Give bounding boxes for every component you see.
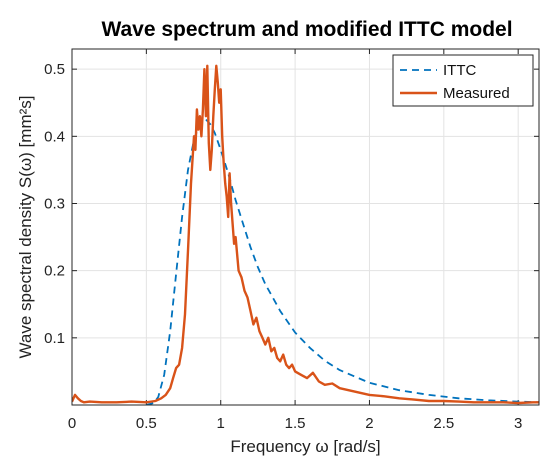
y-tick-label: 0.3 <box>44 195 65 212</box>
series-line-measured <box>72 64 539 405</box>
chart-title: Wave spectrum and modified ITTC model <box>101 18 512 41</box>
x-tick-label: 0.5 <box>136 415 157 432</box>
x-axis-label: Frequency ω [rad/s] <box>230 437 380 456</box>
x-tick-label: 1 <box>217 415 225 432</box>
plot-frame <box>71 48 540 406</box>
series-group <box>72 64 539 405</box>
y-tick-label: 0.2 <box>44 263 65 280</box>
y-axis-label: Wave spectral density S(ω) [mm²s] <box>16 96 35 359</box>
x-tick-label: 2.5 <box>433 415 454 432</box>
x-tick-label: 0 <box>68 415 76 432</box>
x-tick-label: 1.5 <box>285 415 306 432</box>
plot-area <box>72 49 539 405</box>
ticks: 0 0.5 1 1.5 2 2.5 3 0.1 0.2 0.3 0.4 0.5 <box>44 49 539 432</box>
legend-box <box>392 54 534 107</box>
legend-label-ittc: ITTC <box>443 62 476 79</box>
series-line-ittc <box>146 118 539 405</box>
y-tick-label: 0.1 <box>44 330 65 347</box>
x-tick-label: 3 <box>514 415 522 432</box>
x-tick-label: 2 <box>365 415 373 432</box>
y-tick-label: 0.5 <box>44 61 65 78</box>
legend-label-measured: Measured <box>443 85 510 102</box>
legend: ITTC Measured <box>392 54 534 107</box>
y-tick-label: 0.4 <box>44 128 65 145</box>
